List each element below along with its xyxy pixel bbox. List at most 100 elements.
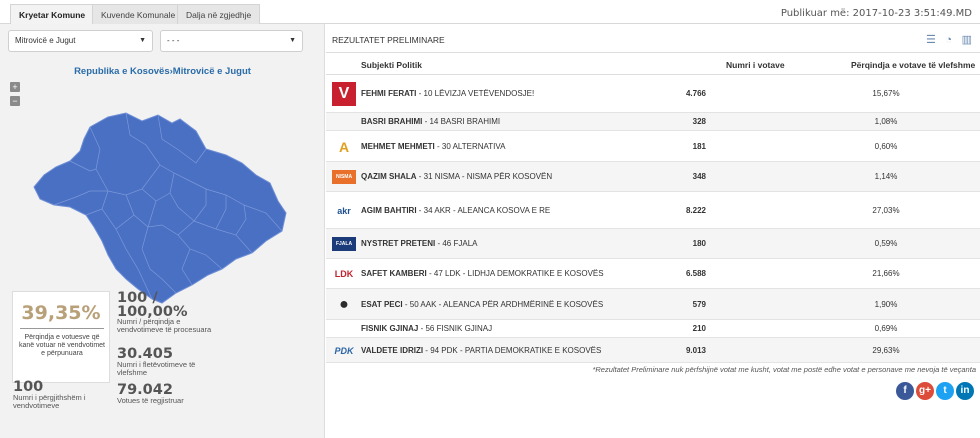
percent-cell: 0,59% bbox=[874, 239, 898, 248]
total-stations-label: Numri i përgjithshëm i vendvotimeve bbox=[13, 393, 86, 410]
chevron-down-icon: ▼ bbox=[289, 37, 296, 44]
percent-cell: 0,69% bbox=[874, 324, 898, 333]
party-name: - 56 FISNIK GJINAJ bbox=[418, 324, 493, 333]
header-party: Subjekti Politik bbox=[361, 60, 422, 70]
zoom-in-button[interactable]: + bbox=[10, 82, 20, 92]
view-switcher: ☰ ◔ ▥ bbox=[919, 33, 972, 46]
percent-cell: 1,08% bbox=[874, 117, 898, 126]
candidate-name: VALDETE IDRIZI bbox=[361, 345, 424, 355]
twitter-icon[interactable]: t bbox=[936, 382, 954, 400]
candidate-name: SAFET KAMBERI bbox=[361, 269, 427, 278]
candidate-cell: FISNIK GJINAJ - 56 FISNIK GJINAJ bbox=[361, 324, 492, 333]
results-panel: REZULTATET PRELIMINARE ☰ ◔ ▥ Subjekti Po… bbox=[326, 24, 980, 438]
candidate-name: AGIM BAHTIRI bbox=[361, 205, 417, 215]
table-row[interactable]: A MEHMET MEHMETI - 30 ALTERNATIVA 181 0,60% bbox=[326, 131, 980, 162]
candidate-cell: NYSTRET PRETENI - 46 FJALA bbox=[361, 239, 477, 248]
table-row[interactable]: BASRI BRAHIMI - 14 BASRI BRAHIMI 328 1,08% bbox=[326, 113, 980, 131]
candidate-name: MEHMET MEHMETI bbox=[361, 141, 435, 151]
candidate-name: FISNIK GJINAJ bbox=[361, 324, 419, 333]
table-row[interactable]: akr AGIM BAHTIRI - 34 AKR - ALEANCA KOSOV… bbox=[326, 192, 980, 229]
votes-cell: 579 bbox=[692, 299, 706, 309]
percent-cell: 29,63% bbox=[872, 345, 900, 355]
candidate-cell: MEHMET MEHMETI - 30 ALTERNATIVA bbox=[361, 142, 505, 151]
header-votes: Numri i votave bbox=[726, 60, 785, 70]
party-logo: PDK bbox=[334, 345, 354, 356]
bar-chart-icon[interactable]: ▥ bbox=[961, 34, 972, 46]
divider bbox=[326, 52, 980, 53]
linkedin-icon[interactable]: in bbox=[956, 382, 974, 400]
candidate-cell: FEHMI FERATI - 10 LËVIZJA VETËVENDOSJE! bbox=[361, 89, 534, 98]
party-name: - 14 BASRI BRAHIMI bbox=[422, 117, 501, 126]
percent-cell: 21,66% bbox=[872, 269, 900, 278]
header-percent: Përqindja e votave të vlefshme bbox=[851, 60, 976, 70]
candidate-cell: QAZIM SHALA - 31 NISMA - NISMA PËR KOSOV… bbox=[361, 172, 552, 181]
candidate-name: FEHMI FERATI bbox=[361, 89, 417, 98]
table-row[interactable]: FISNIK GJINAJ - 56 FISNIK GJINAJ 210 0,69% bbox=[326, 320, 980, 338]
results-table-header: Subjekti Politik Numri i votave Përqindj… bbox=[326, 53, 980, 75]
valid-ballots-label: Numri i fletëvotimeve të vlefshme bbox=[117, 360, 196, 377]
published-timestamp: Publikuar më: 2017-10-23 3:51:49.MD bbox=[780, 8, 972, 19]
zoom-out-button[interactable]: − bbox=[10, 96, 20, 106]
party-name: - 47 LDK - LIDHJA DEMOKRATIKE E KOSOVËS bbox=[426, 269, 604, 278]
tab-mayor[interactable]: Kryetar Komune bbox=[10, 4, 95, 24]
table-row[interactable]: V FEHMI FERATI - 10 LËVIZJA VETËVENDOSJE!… bbox=[326, 75, 980, 113]
votes-cell: 180 bbox=[692, 239, 706, 248]
results-title: REZULTATET PRELIMINARE bbox=[332, 35, 445, 45]
party-name: - 46 FJALA bbox=[435, 239, 478, 248]
percent-cell: 0,60% bbox=[874, 141, 898, 151]
list-icon[interactable]: ☰ bbox=[926, 34, 936, 46]
votes-cell: 348 bbox=[692, 172, 706, 181]
municipality-borders bbox=[53, 112, 283, 300]
candidate-cell: SAFET KAMBERI - 47 LDK - LIDHJA DEMOKRAT… bbox=[361, 269, 604, 278]
party-logo: akr bbox=[337, 205, 351, 216]
table-row[interactable]: ● ESAT PECI - 50 AAK - ALEANCA PËR ARDHMË… bbox=[326, 289, 980, 320]
valid-ballots-value: 30.405 bbox=[117, 346, 173, 362]
table-row[interactable]: NISMA QAZIM SHALA - 31 NISMA - NISMA PËR … bbox=[326, 162, 980, 192]
party-name: - 30 ALTERNATIVA bbox=[434, 141, 506, 151]
top-bar: Kryetar Komune Kuvende Komunale Dalja në… bbox=[0, 0, 980, 24]
candidate-cell: BASRI BRAHIMI - 14 BASRI BRAHIMI bbox=[361, 117, 500, 126]
percent-cell: 27,03% bbox=[872, 205, 900, 215]
votes-cell: 9.013 bbox=[685, 345, 706, 355]
candidate-name: ESAT PECI bbox=[361, 299, 403, 309]
percent-cell: 1,90% bbox=[874, 299, 898, 309]
candidate-name: NYSTRET PRETENI bbox=[361, 239, 436, 248]
processed-stations-label: Numri / përqindja e vendvotimeve të proc… bbox=[117, 317, 212, 334]
party-logo: A bbox=[338, 138, 350, 155]
table-row[interactable]: FJALA NYSTRET PRETENI - 46 FJALA 180 0,59% bbox=[326, 229, 980, 259]
votes-cell: 328 bbox=[692, 117, 706, 126]
party-logo: V bbox=[332, 82, 356, 106]
tab-turnout[interactable]: Dalja në zgjedhje bbox=[177, 4, 261, 24]
percent-cell: 15,67% bbox=[872, 89, 900, 98]
map-breadcrumb[interactable]: Republika e Kosovës›Mitrovicë e Jugut bbox=[74, 66, 251, 77]
tab-municipal-assembly[interactable]: Kuvende Komunale bbox=[92, 4, 185, 24]
table-row[interactable]: LDK SAFET KAMBERI - 47 LDK - LIDHJA DEMOK… bbox=[326, 259, 980, 289]
candidate-name: QAZIM SHALA bbox=[361, 172, 417, 181]
table-row[interactable]: PDK VALDETE IDRIZI - 94 PDK - PARTIA DEMO… bbox=[326, 338, 980, 363]
secondary-select[interactable]: - - - ▼ bbox=[160, 30, 303, 52]
divider bbox=[20, 328, 104, 329]
party-logo: ● bbox=[339, 295, 349, 313]
candidate-cell: VALDETE IDRIZI - 94 PDK - PARTIA DEMOKRA… bbox=[361, 346, 601, 355]
facebook-icon[interactable]: f bbox=[896, 382, 914, 400]
turnout-label: Përqindja e votuesve që kanë votuar në v… bbox=[19, 334, 105, 357]
google-plus-icon[interactable]: g+ bbox=[916, 382, 934, 400]
kosovo-map[interactable] bbox=[30, 109, 295, 304]
votes-cell: 210 bbox=[692, 324, 706, 333]
votes-cell: 8.222 bbox=[685, 205, 706, 215]
kosovo-map-shape[interactable] bbox=[33, 112, 287, 304]
party-logo: NISMA bbox=[332, 170, 356, 184]
pie-chart-icon[interactable]: ◔ bbox=[945, 34, 953, 46]
party-logo: LDK bbox=[334, 269, 354, 279]
party-name: - 50 AAK - ALEANCA PËR ARDHMËRINË E KOSO… bbox=[402, 299, 604, 309]
chevron-down-icon: ▼ bbox=[139, 37, 146, 44]
party-name: - 34 AKR - ALEANCA KOSOVA E RE bbox=[416, 205, 551, 215]
secondary-select-value: - - - bbox=[167, 36, 180, 45]
votes-cell: 4.766 bbox=[685, 89, 706, 98]
candidate-name: BASRI BRAHIMI bbox=[361, 117, 423, 126]
party-name: - 94 PDK - PARTIA DEMOKRATIKE E KOSOVËS bbox=[423, 345, 602, 355]
registered-voters-value: 79.042 bbox=[117, 382, 173, 398]
total-stations-value: 100 bbox=[13, 379, 44, 395]
municipality-select[interactable]: Mitrovicë e Jugut ▼ bbox=[8, 30, 153, 52]
registered-voters-label: Votues të regjistruar bbox=[117, 396, 184, 405]
